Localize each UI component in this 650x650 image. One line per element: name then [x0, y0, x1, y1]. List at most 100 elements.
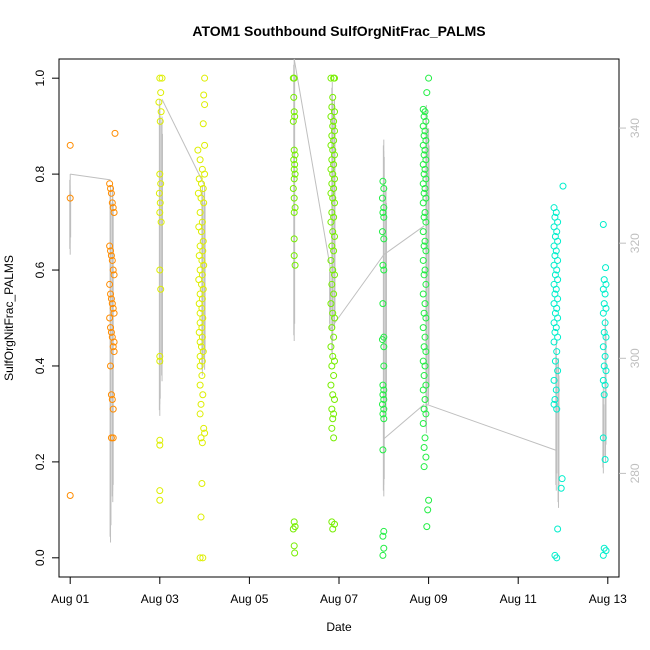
data-point: [422, 280, 430, 288]
data-point: [552, 247, 560, 255]
data-point: [290, 194, 298, 202]
data-point: [419, 357, 427, 365]
data-point: [199, 391, 207, 399]
data-point: [156, 487, 164, 495]
data-point: [109, 343, 117, 351]
data-point: [157, 108, 165, 116]
y2-tick-label: 300: [628, 348, 642, 368]
data-point: [601, 352, 609, 360]
data-point: [557, 484, 565, 492]
data-point: [195, 328, 203, 336]
data-point: [197, 180, 205, 188]
data-point: [601, 290, 609, 298]
data-point: [107, 328, 115, 336]
data-point: [197, 400, 205, 408]
data-point: [199, 237, 207, 245]
data-point: [419, 420, 427, 428]
data-point: [329, 525, 337, 533]
data-point: [421, 127, 429, 135]
data-point: [330, 372, 338, 380]
data-point: [109, 266, 117, 274]
data-point: [600, 300, 608, 308]
data-point: [420, 343, 428, 351]
data-point: [329, 391, 337, 399]
data-point: [328, 362, 336, 370]
data-point: [554, 333, 562, 341]
data-point: [108, 300, 116, 308]
data-point: [425, 496, 433, 504]
data-point: [290, 146, 298, 154]
data-point: [196, 156, 204, 164]
data-point: [378, 194, 386, 202]
data-point: [290, 156, 298, 164]
plot-frame: [58, 58, 620, 578]
data-point: [331, 74, 339, 82]
y-tick-label: 0.0: [33, 549, 47, 566]
data-point: [379, 381, 387, 389]
trace-segment: [383, 403, 425, 440]
data-point: [200, 91, 208, 99]
data-point: [201, 74, 209, 82]
data-point: [380, 386, 388, 394]
data-point: [290, 518, 298, 526]
data-point: [290, 93, 298, 101]
data-point: [196, 338, 204, 346]
data-point: [201, 170, 209, 178]
data-point: [156, 74, 164, 82]
data-point: [198, 479, 206, 487]
data-point: [107, 290, 115, 298]
data-point: [421, 237, 429, 245]
data-point: [330, 117, 338, 125]
data-point: [110, 208, 118, 216]
data-point: [421, 300, 429, 308]
data-point: [328, 156, 336, 164]
x-tick-label: Aug 05: [230, 592, 268, 606]
data-point: [420, 309, 428, 317]
data-point: [378, 228, 386, 236]
x-tick-label: Aug 01: [51, 592, 89, 606]
data-point: [380, 343, 388, 351]
data-point: [600, 362, 608, 370]
data-point: [599, 434, 607, 442]
data-point: [328, 324, 336, 332]
data-point: [290, 235, 298, 243]
data-point: [421, 333, 429, 341]
data-point: [291, 549, 299, 557]
data-point: [419, 161, 427, 169]
data-point: [107, 362, 115, 370]
data-point: [422, 218, 430, 226]
data-point: [155, 189, 163, 197]
data-point: [378, 400, 386, 408]
data-point: [419, 290, 427, 298]
data-point: [156, 357, 164, 365]
data-point: [380, 405, 388, 413]
data-point: [420, 405, 428, 413]
x-tick-label: Aug 13: [589, 592, 627, 606]
data-point: [107, 252, 115, 260]
data-point: [197, 343, 205, 351]
x-tick-label: Aug 03: [141, 592, 179, 606]
data-point: [199, 120, 207, 128]
data-point: [380, 266, 388, 274]
data-point: [420, 189, 428, 197]
data-point: [331, 271, 339, 279]
data-point: [329, 122, 337, 130]
y2-tick-label: 280: [628, 463, 642, 483]
data-point: [419, 180, 427, 188]
data-point: [554, 314, 562, 322]
data-point: [327, 300, 335, 308]
data-point: [289, 185, 297, 192]
data-point: [329, 228, 337, 236]
data-point: [199, 185, 207, 192]
data-point: [602, 367, 610, 375]
data-point: [200, 199, 208, 207]
data-point: [291, 170, 299, 178]
data-point: [419, 324, 427, 332]
data-point: [328, 405, 336, 413]
data-point: [379, 177, 387, 185]
data-point: [111, 129, 119, 137]
trace-segment: [293, 58, 331, 267]
data-point: [419, 199, 427, 207]
data-point: [327, 218, 335, 226]
data-point: [419, 122, 427, 130]
